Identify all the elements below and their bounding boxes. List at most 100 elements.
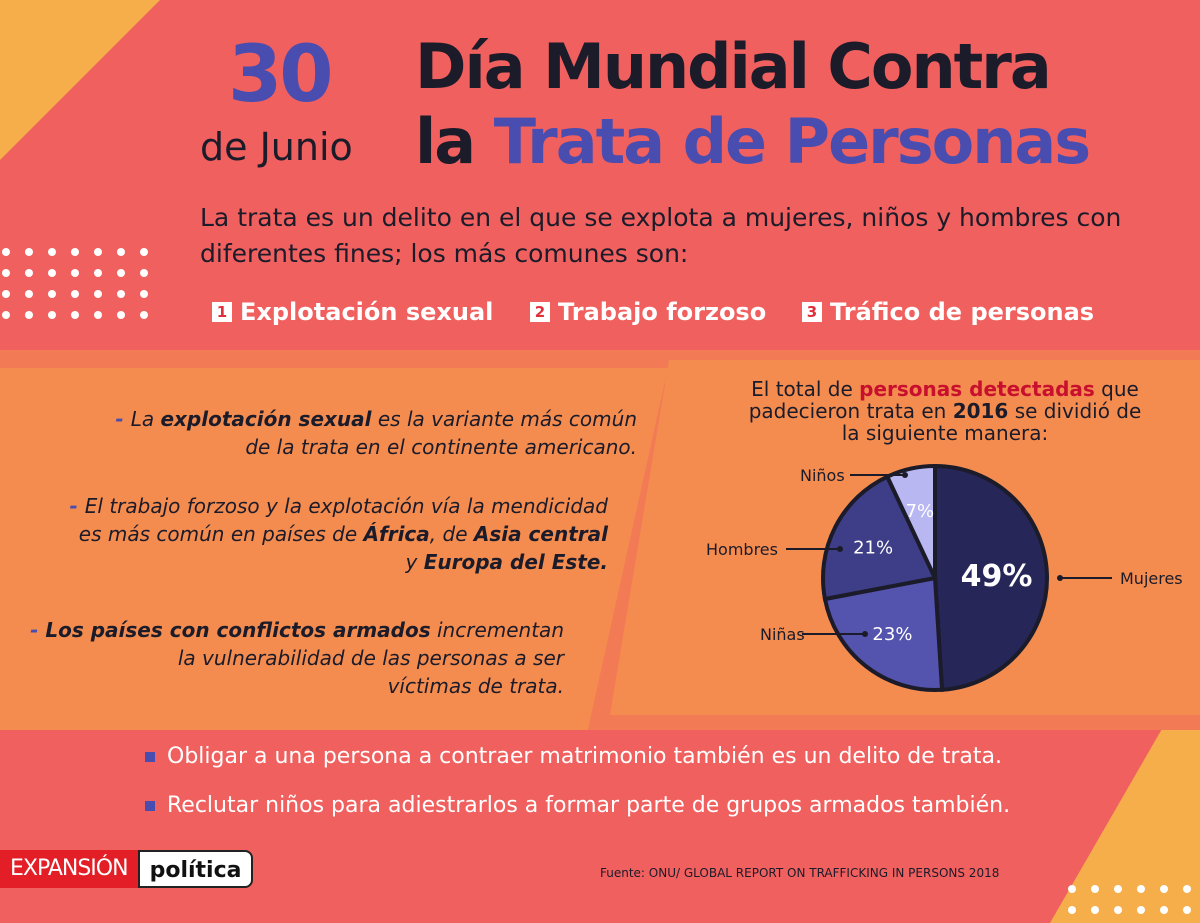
- fact-segment: Asia central: [473, 522, 608, 546]
- dots-decoration: [1068, 885, 1200, 914]
- day-number: 30: [228, 30, 334, 120]
- purpose-2: 2 Trabajo forzoso: [530, 298, 766, 326]
- dot: [117, 248, 125, 256]
- month: de Junio: [200, 125, 353, 169]
- leader-dot: [837, 546, 843, 552]
- leader-dot: [902, 472, 908, 478]
- t: El total de: [751, 377, 860, 401]
- intro-text: La trata es un delito en el que se explo…: [200, 203, 1122, 268]
- dot: [117, 290, 125, 298]
- bullet-2: Reclutar niños para adiestrarlos a forma…: [145, 793, 1010, 818]
- fact-segment: El trabajo forzoso y la explotación vía …: [84, 494, 608, 518]
- logo-expansion: EXPANSIÓN: [0, 850, 138, 888]
- title-line2: la Trata de Personas: [415, 105, 1091, 178]
- dot: [1091, 885, 1099, 893]
- leader-dot: [1057, 575, 1063, 581]
- fact-segment: -: [115, 407, 131, 431]
- corner-decoration: [0, 0, 160, 160]
- dot: [140, 290, 148, 298]
- dot: [71, 311, 79, 319]
- dot: [2, 290, 10, 298]
- dot: [1137, 885, 1145, 893]
- pie-slice-mujeres: [933, 463, 1049, 692]
- dots-decoration: [2, 248, 150, 319]
- bullet-text: Reclutar niños para adiestrarlos a forma…: [167, 793, 1011, 818]
- dot: [1068, 885, 1076, 893]
- dot: [94, 311, 102, 319]
- category-label: Mujeres: [1120, 569, 1183, 588]
- fact-segment: y: [405, 550, 424, 574]
- title-la: la: [415, 105, 476, 178]
- fact-segment: víctimas de trata.: [387, 674, 564, 698]
- dot: [94, 269, 102, 277]
- fact-segment: explotación sexual: [160, 407, 372, 431]
- logo: EXPANSIÓN política: [0, 850, 254, 888]
- fact-segment: la vulnerabilidad de las personas a ser: [177, 646, 564, 670]
- dot: [48, 311, 56, 319]
- dot: [140, 248, 148, 256]
- t-year: 2016: [952, 399, 1009, 423]
- dot: [1183, 906, 1191, 914]
- dot: [25, 290, 33, 298]
- dot: [1091, 906, 1099, 914]
- fact-segment: -: [30, 618, 46, 642]
- purpose-number: 1: [212, 302, 232, 322]
- bullet-square: [145, 800, 155, 811]
- dot: [1160, 906, 1168, 914]
- title-highlight: Trata de Personas: [493, 105, 1091, 178]
- logo-politica: política: [137, 850, 254, 888]
- chart-title: El total de personas detectadas que pade…: [745, 378, 1145, 444]
- dot: [25, 248, 33, 256]
- dot: [140, 311, 148, 319]
- dot: [25, 269, 33, 277]
- purpose-number: 2: [530, 302, 550, 322]
- dot: [48, 290, 56, 298]
- purpose-3: 3 Tráfico de personas: [802, 298, 1094, 326]
- dot: [1114, 906, 1122, 914]
- slice-value-label: 21%: [853, 537, 893, 558]
- bullet-1: Obligar a una persona a contraer matrimo…: [145, 744, 1002, 769]
- dot: [117, 311, 125, 319]
- fact-segment: de la trata en el continente americano.: [245, 435, 637, 459]
- fact-segment: incrementan: [430, 618, 564, 642]
- dot: [71, 248, 79, 256]
- dot: [48, 269, 56, 277]
- fact-3: - Los países con conflictos armados incr…: [30, 616, 564, 700]
- dot: [1183, 885, 1191, 893]
- pie-slice-hombres: [821, 473, 938, 602]
- slice-value-label: 49%: [961, 559, 1033, 594]
- purpose-number: 3: [802, 302, 822, 322]
- slice-value-label: 23%: [872, 624, 912, 645]
- fact-segment: La: [130, 407, 161, 431]
- dot: [94, 290, 102, 298]
- category-label: Niñas: [760, 625, 805, 644]
- t-highlight: personas detectadas: [859, 377, 1095, 401]
- slice-value-label: 7%: [906, 501, 935, 522]
- dot: [2, 269, 10, 277]
- source: Fuente: ONU/ GLOBAL REPORT ON TRAFFICKIN…: [600, 866, 1000, 880]
- category-label: Hombres: [706, 540, 778, 559]
- fact-segment: Los países con conflictos armados: [45, 618, 431, 642]
- fact-2: - El trabajo forzoso y la explotación ví…: [70, 492, 609, 576]
- dot: [1137, 906, 1145, 914]
- dot: [48, 248, 56, 256]
- fact-segment: es más común en países de: [78, 522, 364, 546]
- t: se dividió de la siguiente manera:: [841, 399, 1142, 445]
- dot: [1160, 885, 1168, 893]
- fact-segment: África: [363, 522, 430, 546]
- pie-slice-niñas: [822, 575, 945, 692]
- purpose-label: Trabajo forzoso: [558, 298, 767, 326]
- dot: [94, 248, 102, 256]
- dot: [1068, 906, 1076, 914]
- fact-segment: -: [69, 494, 85, 518]
- bullet-text: Obligar a una persona a contraer matrimo…: [167, 744, 1003, 769]
- facts-panel: [0, 368, 668, 730]
- dot: [25, 311, 33, 319]
- purpose-label: Explotación sexual: [240, 298, 494, 326]
- t: que padecieron trata en: [748, 377, 1139, 423]
- fact-segment: , de: [429, 522, 474, 546]
- fact-segment: es la variante más común: [371, 407, 637, 431]
- dot: [2, 311, 10, 319]
- pie-slice-niños: [884, 463, 937, 579]
